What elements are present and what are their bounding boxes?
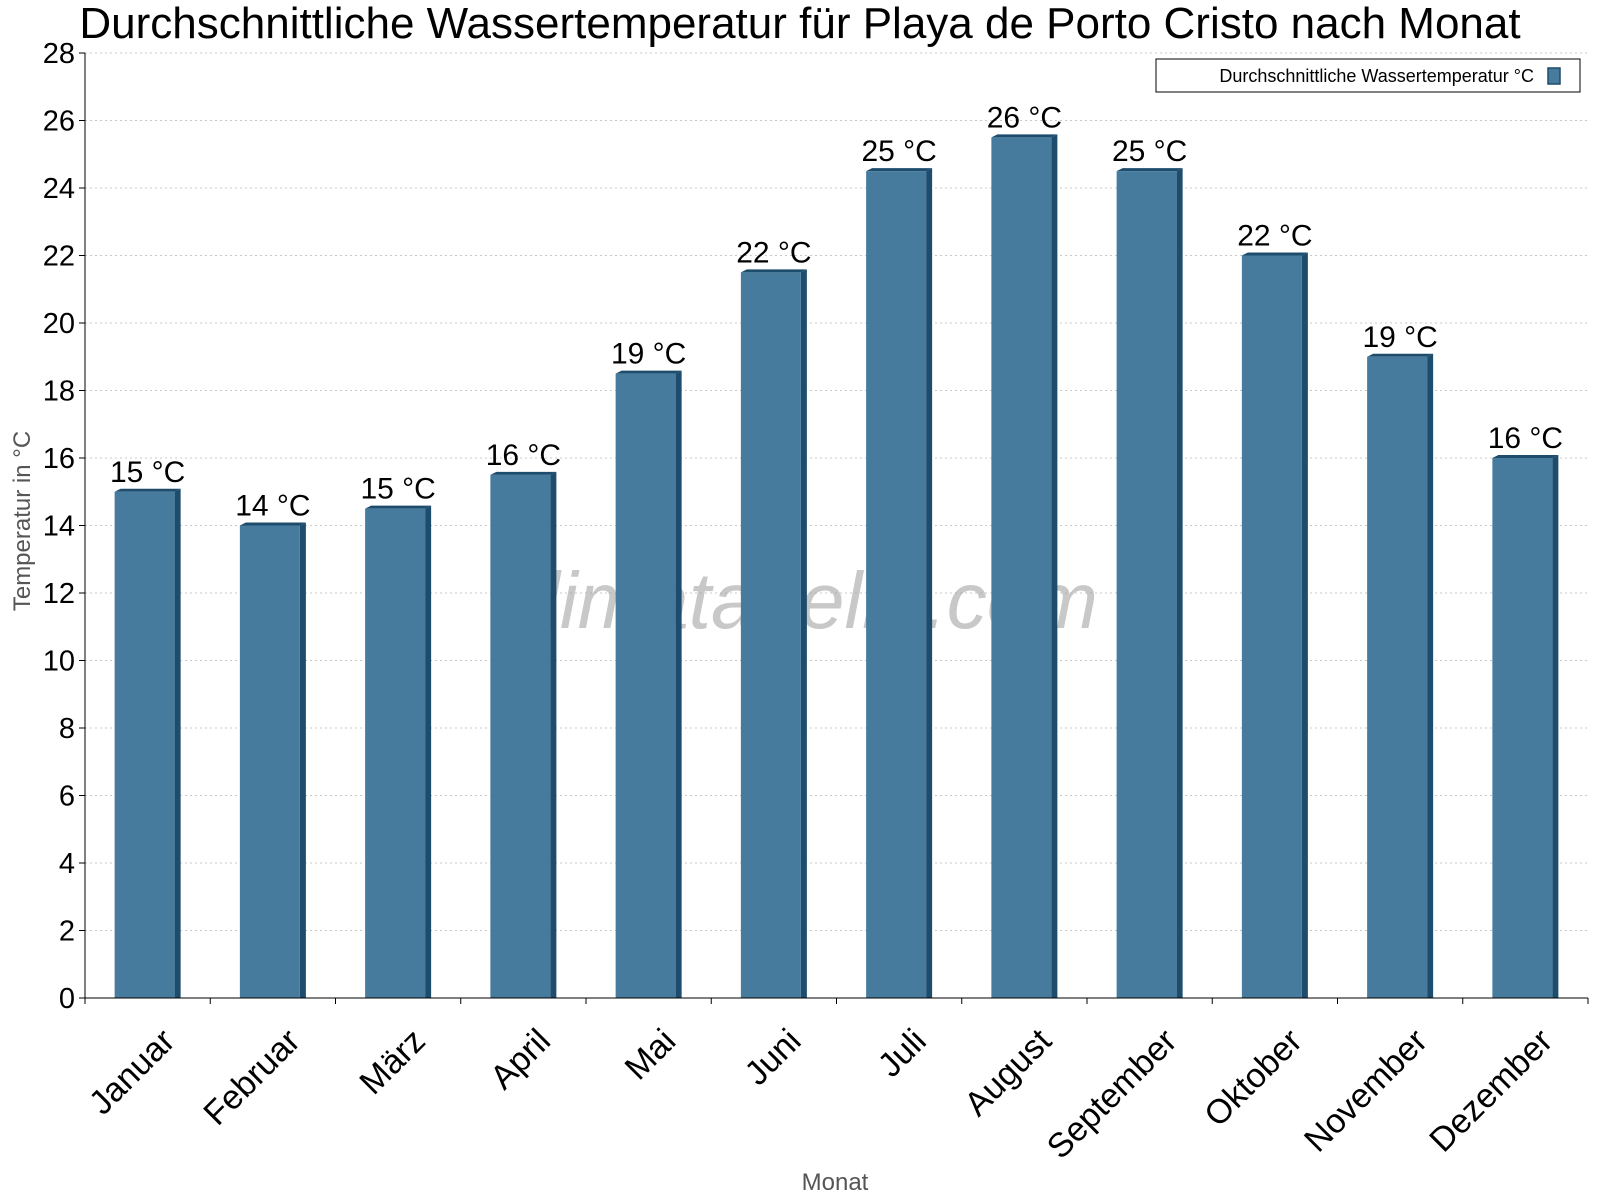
y-tick-label-7: 14	[43, 511, 75, 543]
bar-front	[365, 508, 426, 998]
bar-juni	[740, 269, 807, 998]
data-label-mai: 19 °C	[611, 338, 686, 371]
y-tick-label-5: 10	[43, 646, 75, 678]
y-tick-label-3: 6	[59, 781, 75, 813]
bar-side	[926, 168, 933, 998]
bar-märz	[365, 505, 432, 998]
bar-top	[1116, 168, 1183, 172]
bars	[114, 134, 1559, 998]
bar-side	[800, 269, 807, 998]
bar-august	[991, 134, 1058, 998]
y-tick-label-11: 22	[43, 241, 75, 273]
bar-top	[1367, 353, 1434, 357]
bar-april	[490, 471, 557, 998]
bar-top	[365, 505, 432, 509]
bar-side	[1427, 353, 1434, 998]
bar-top	[991, 134, 1058, 138]
bar-front	[866, 171, 927, 998]
data-label-januar: 15 °C	[110, 456, 185, 489]
x-tick-label-september: September	[1040, 1022, 1184, 1166]
bar-januar	[114, 488, 181, 998]
bar-top	[114, 488, 181, 492]
data-labels: 15 °C 14 °C 15 °C 16 °C 19 °C 22 °C 25 °C 26 °C…	[110, 101, 1563, 522]
bar-top	[1492, 455, 1559, 458]
bar-front	[740, 272, 801, 998]
bar-front	[114, 491, 175, 998]
y-axis-title: Temperatur in °C	[9, 431, 36, 611]
bar-oktober	[1241, 252, 1308, 998]
bar-top	[615, 370, 682, 374]
bar-front	[991, 137, 1052, 998]
bar-side	[425, 505, 432, 998]
y-tick-label-14: 28	[43, 38, 75, 70]
x-tick-label-dezember: Dezember	[1422, 1022, 1560, 1160]
bar-side	[675, 370, 682, 998]
data-label-november: 19 °C	[1362, 321, 1437, 354]
y-tick-label-2: 4	[59, 848, 75, 880]
bar-front	[490, 474, 551, 998]
x-tick-label-juni: Juni	[738, 1022, 809, 1093]
data-label-april: 16 °C	[486, 439, 561, 472]
bar-front	[1492, 458, 1553, 998]
data-label-märz: 15 °C	[360, 473, 435, 506]
y-tick-label-1: 2	[59, 916, 75, 948]
bar-side	[550, 471, 557, 998]
bar-side	[1552, 455, 1559, 998]
data-label-juni: 22 °C	[736, 236, 811, 269]
bar-side	[1176, 168, 1183, 998]
bar-side	[174, 488, 181, 998]
bar-top	[740, 269, 807, 273]
bar-dezember	[1492, 455, 1559, 998]
y-tick-label-6: 12	[43, 578, 75, 610]
x-tick-label-mai: Mai	[618, 1022, 684, 1088]
bar-juli	[866, 168, 933, 998]
y-tick-label-9: 18	[43, 376, 75, 408]
y-tick-label-4: 8	[59, 713, 75, 745]
data-label-oktober: 22 °C	[1237, 220, 1312, 253]
x-tick-label-april: April	[483, 1022, 558, 1097]
bar-top	[239, 522, 306, 526]
chart-title: Durchschnittliche Wassertemperatur für P…	[79, 0, 1520, 48]
y-tick-label-0: 0	[59, 983, 75, 1015]
y-tick-label-12: 24	[43, 173, 75, 205]
data-label-februar: 14 °C	[235, 490, 310, 523]
bar-front	[1241, 255, 1302, 998]
y-tick-label-10: 20	[43, 308, 75, 340]
bar-front	[1116, 171, 1177, 998]
bar-top	[490, 471, 557, 475]
x-tick-label-juli: Juli	[871, 1022, 934, 1085]
x-tick-label-märz: März	[352, 1022, 432, 1102]
x-tick-label-oktober: Oktober	[1197, 1022, 1309, 1134]
x-tick-label-november: November	[1297, 1022, 1435, 1160]
legend: Durchschnittliche Wassertemperatur °C	[1155, 58, 1581, 93]
data-label-juli: 25 °C	[861, 135, 936, 168]
x-tick-label-august: August	[957, 1021, 1059, 1123]
bar-september	[1116, 168, 1183, 998]
bar-top	[1241, 252, 1308, 256]
y-tick-label-13: 26	[43, 106, 75, 138]
bar-front	[615, 373, 676, 998]
data-label-september: 25 °C	[1112, 135, 1187, 168]
x-tick-label-februar: Februar	[196, 1022, 307, 1133]
legend-swatch	[1547, 67, 1561, 85]
data-label-august: 26 °C	[987, 101, 1062, 134]
data-label-dezember: 16 °C	[1488, 422, 1563, 455]
x-tick-label-januar: Januar	[82, 1022, 182, 1122]
bar-front	[1367, 356, 1428, 998]
bar-front	[239, 525, 300, 998]
x-axis-title: Monat	[802, 1169, 869, 1196]
bar-mai	[615, 370, 682, 998]
legend-box	[1155, 58, 1581, 93]
y-tick-label-8: 16	[43, 443, 75, 475]
bar-side	[1051, 134, 1058, 998]
bar-side	[1301, 252, 1308, 998]
gridlines	[85, 52, 1588, 931]
bar-top	[866, 168, 933, 172]
bar-februar	[239, 522, 306, 998]
legend-label: Durchschnittliche Wassertemperatur °C	[1219, 66, 1534, 86]
bar-side	[299, 522, 306, 998]
bar-november	[1367, 353, 1434, 998]
